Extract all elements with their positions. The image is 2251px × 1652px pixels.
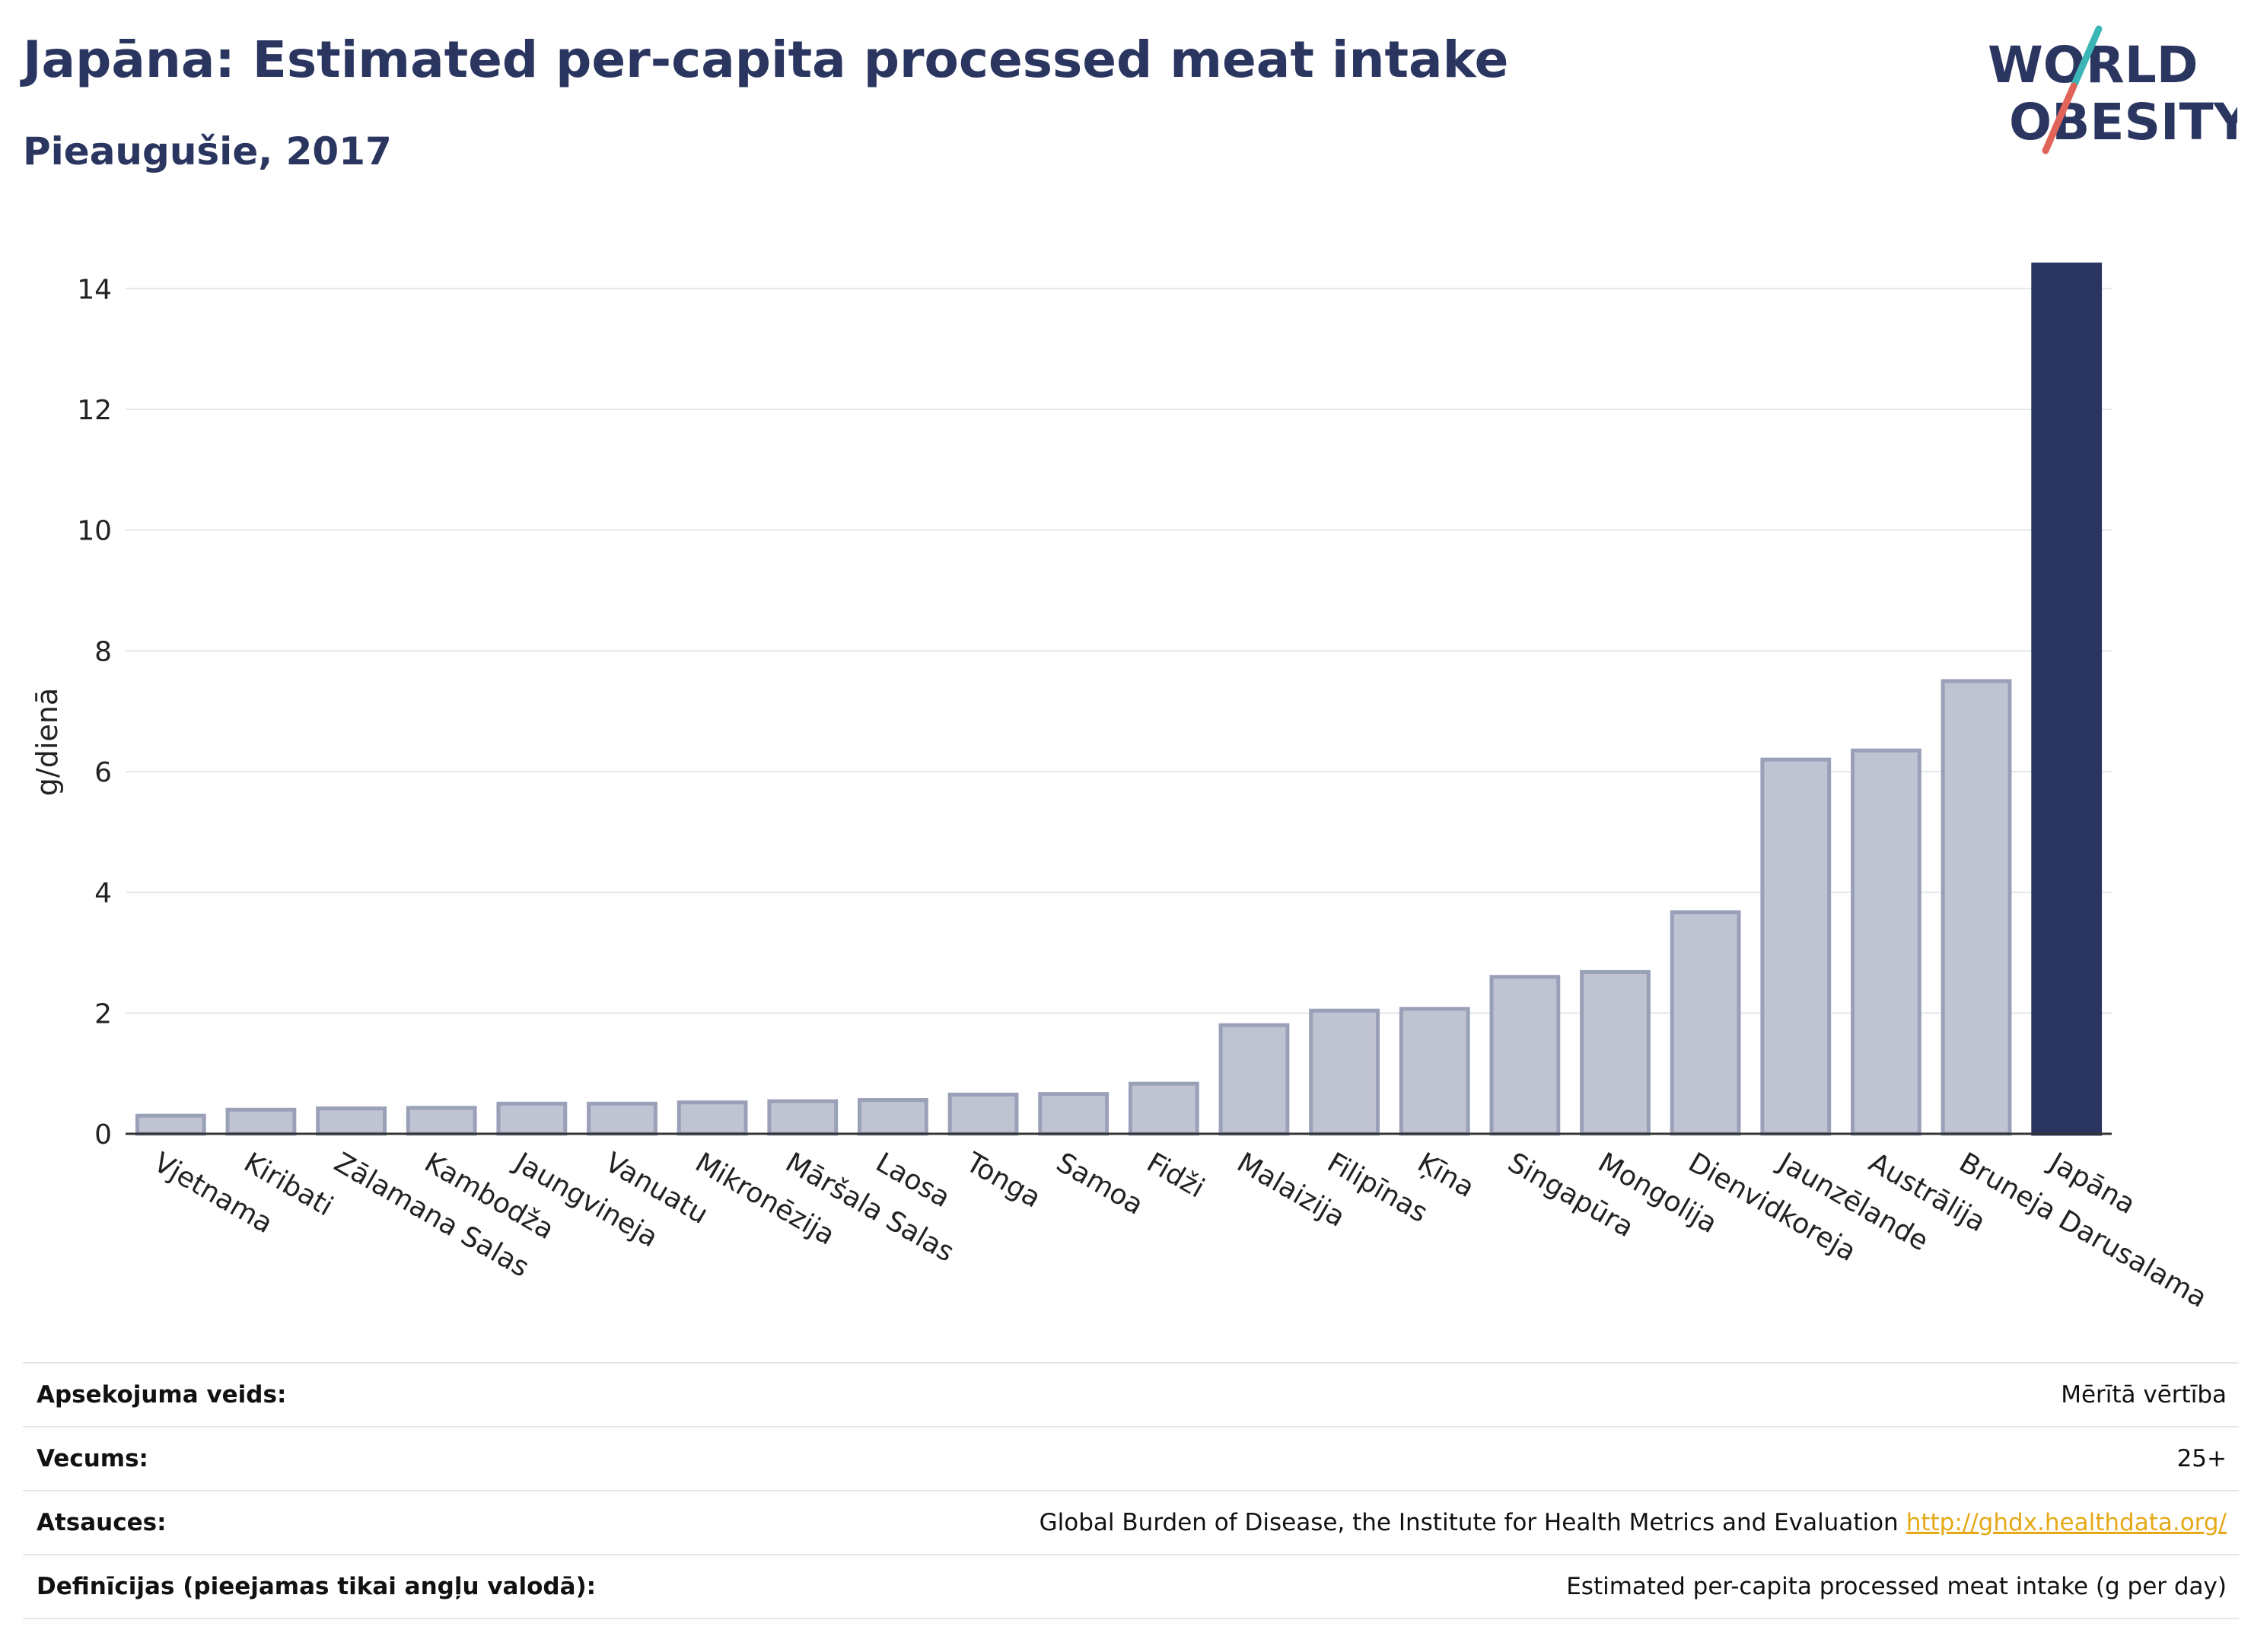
info-row-definitions: Definīcijas (pieejamas tikai angļu valod… [23, 1554, 2239, 1619]
y-axis-label: g/dienā [30, 688, 64, 796]
bar-malaizija [1218, 1023, 1290, 1136]
info-label: Definīcijas (pieejamas tikai angļu valod… [37, 1573, 597, 1600]
x-tick-label: Tonga [960, 1147, 1046, 1214]
y-axis-ticks: 0 2 4 6 8 10 12 14 [77, 274, 112, 1151]
bar-māršala-salas [767, 1099, 839, 1136]
bar-kiribati [225, 1107, 297, 1136]
bar-tonga [947, 1092, 1019, 1136]
bars [135, 263, 2103, 1136]
info-value-wrap: Global Burden of Disease, the Institute … [1040, 1509, 2239, 1536]
bar-jaunzēlande [1760, 757, 1832, 1136]
y-tick-label: 6 [94, 757, 112, 788]
bar-mongolija [1580, 969, 1651, 1136]
y-tick-label: 0 [94, 1119, 112, 1151]
y-tick-label: 14 [77, 274, 112, 305]
bar-vjetnama [135, 1113, 206, 1136]
bar-filipīnas [1309, 1008, 1380, 1136]
bar-laosa [858, 1098, 928, 1136]
info-table: Apsekojuma veids: Mērītā vērtība Vecums:… [23, 1362, 2239, 1619]
x-tick-label: Fidži [1141, 1147, 1210, 1204]
info-value: Estimated per-capita processed meat inta… [1566, 1573, 2227, 1600]
logo-slash-teal [2070, 25, 2103, 90]
bar-kambodža [406, 1106, 477, 1136]
bar-mikronēzija [677, 1100, 748, 1136]
page-subtitle: Pieaugušie, 2017 [23, 129, 392, 173]
bar-singapūra [1489, 975, 1561, 1136]
page-title: Japāna: Estimated per-capita processed m… [23, 30, 1509, 89]
y-tick-label: 10 [77, 516, 112, 547]
bar-dienvidkoreja [1670, 910, 1741, 1136]
info-label: Atsauces: [37, 1509, 167, 1536]
info-label: Apsekojuma veids: [37, 1381, 287, 1408]
bar-samoa [1038, 1092, 1110, 1136]
info-value: Mērītā vērtība [2061, 1381, 2227, 1408]
bar-austrālija [1851, 748, 1921, 1136]
y-tick-label: 12 [77, 395, 112, 426]
y-tick-label: 2 [94, 998, 112, 1030]
world-obesity-logo: WORLD OBESITY [1988, 25, 2237, 154]
bar-ķīna [1399, 1007, 1470, 1136]
logo-slash-red [2042, 82, 2077, 154]
reference-link[interactable]: http://ghdx.healthdata.org/ [1906, 1509, 2227, 1536]
y-tick-label: 8 [94, 636, 112, 667]
x-tick-label: Samoa [1051, 1147, 1148, 1221]
y-tick-label: 4 [94, 878, 112, 909]
info-label: Vecums: [37, 1445, 148, 1472]
info-value: 25+ [2176, 1445, 2227, 1472]
bar-japāna [2031, 263, 2103, 1136]
bar-fidži [1128, 1081, 1199, 1136]
info-row-references: Atsauces: Global Burden of Disease, the … [23, 1490, 2239, 1554]
info-row-age: Vecums: 25+ [23, 1426, 2239, 1490]
info-value: Global Burden of Disease, the Institute … [1039, 1509, 1899, 1536]
bar-bruneja-darusalama [1941, 679, 2012, 1136]
bar-jaungvineja [496, 1101, 568, 1136]
info-row-survey: Apsekojuma veids: Mērītā vērtība [23, 1362, 2239, 1426]
bar-vanuatu [587, 1101, 657, 1136]
bar-zālamana-salas [316, 1106, 387, 1136]
